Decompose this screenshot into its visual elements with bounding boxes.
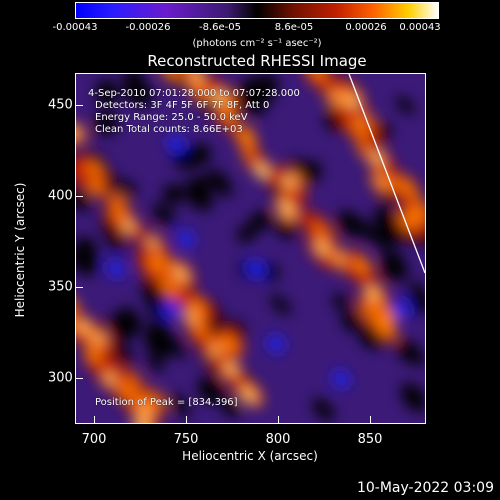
y-axis-label: Heliocentric Y (arcsec): [13, 182, 27, 318]
colorbar-tick-label: -8.6e-05: [199, 22, 241, 33]
colorbar-tick-label: 0.00043: [399, 22, 441, 33]
colorbar-tick-label: 8.6e-05: [274, 22, 314, 33]
y-tick-mark: [75, 378, 83, 379]
info-peak-position: Position of Peak = [834,396]: [95, 397, 238, 408]
colorbar-units: (photons cm⁻² s⁻¹ asec⁻²): [192, 38, 322, 49]
y-tick-mark: [75, 196, 83, 197]
y-tick-mark: [75, 105, 83, 106]
x-tick-label: 750: [173, 432, 199, 447]
colorbar-tick-label: -0.00043: [52, 22, 98, 33]
colorbar-tick-label: 0.00026: [345, 22, 387, 33]
x-tick-mark: [278, 416, 279, 424]
y-tick-label: 350: [48, 279, 73, 295]
x-axis-label: Heliocentric X (arcsec): [182, 449, 318, 463]
y-tick-label: 400: [48, 188, 73, 204]
info-method-counts: Clean Total counts: 8.66E+03: [95, 124, 243, 135]
colorbar-tick-label: -0.00026: [125, 22, 171, 33]
x-tick-label: 850: [357, 432, 383, 447]
y-tick-mark: [75, 287, 83, 288]
x-tick-mark: [370, 416, 371, 424]
image-plot: 4-Sep-2010 07:01:28.000 to 07:07:28.000 …: [75, 73, 426, 424]
footer-date: 10-May-2022 03:09: [356, 480, 494, 496]
y-tick-label: 300: [48, 370, 73, 386]
info-detectors: Detectors: 3F 4F 5F 6F 7F 8F, Att 0: [95, 100, 270, 111]
rhessi-image: [76, 74, 425, 423]
x-tick-label: 700: [81, 432, 107, 447]
info-energy-range: Energy Range: 25.0 - 50.0 keV: [95, 112, 248, 123]
x-tick-mark: [186, 416, 187, 424]
y-tick-label: 450: [48, 97, 73, 113]
x-tick-label: 800: [265, 432, 291, 447]
solar-limb-line: [348, 74, 425, 274]
x-tick-mark: [94, 416, 95, 424]
info-time-range: 4-Sep-2010 07:01:28.000 to 07:07:28.000: [88, 88, 300, 99]
plot-title: Reconstructed RHESSI Image: [147, 52, 367, 70]
colorbar: [75, 2, 439, 19]
